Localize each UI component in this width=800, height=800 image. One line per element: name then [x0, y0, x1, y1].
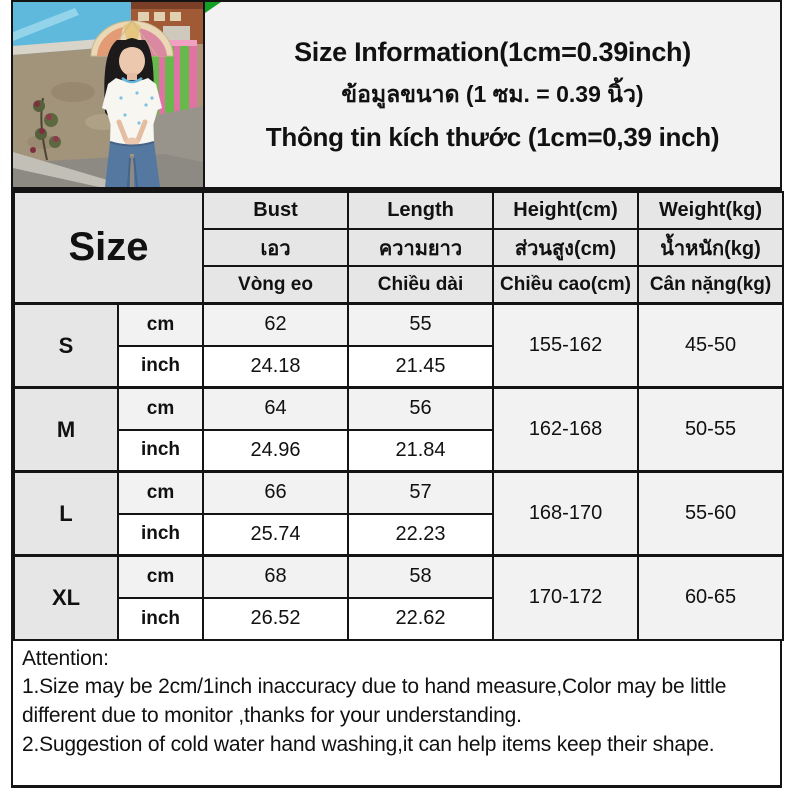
- unit-cm: cm: [116, 302, 205, 347]
- header-height-en: Height(cm): [492, 191, 640, 230]
- m-length-inch: 21.84: [347, 428, 495, 473]
- size-chart-sheet: Size Information(1cm=0.39inch) ข้อมูลขนา…: [11, 0, 785, 788]
- size-label-l: L: [13, 470, 119, 557]
- attention-notes: Attention: 1.Size may be 2cm/1inch inacc…: [13, 640, 780, 785]
- size-label-s: S: [13, 302, 119, 389]
- header-weight-en: Weight(kg): [637, 191, 785, 230]
- xl-height: 170-172: [492, 554, 640, 641]
- s-bust-inch: 24.18: [202, 344, 350, 389]
- xl-bust-cm: 68: [202, 554, 350, 599]
- xl-bust-inch: 26.52: [202, 596, 350, 641]
- attention-note-2: 2.Suggestion of cold water hand washing,…: [22, 732, 715, 756]
- table-row-s-cm: S cm 62 55 155-162 45-50: [13, 302, 785, 389]
- product-model-photo: [13, 2, 205, 187]
- xl-length-cm: 58: [347, 554, 495, 599]
- table-row-xl-cm: XL cm 68 58 170-172 60-65: [13, 554, 785, 641]
- header-length-vi: Chiều dài: [347, 265, 495, 305]
- unit-inch: inch: [116, 512, 205, 557]
- l-height: 168-170: [492, 470, 640, 557]
- header-bust-th: เอว: [202, 228, 350, 267]
- title-thai: ข้อมูลขนาด (1 ซม. = 0.39 นิ้ว): [341, 80, 644, 107]
- header-row-th: เอว ความยาว ส่วนสูง(cm) น้ำหนัก(kg): [14, 228, 785, 267]
- m-bust-cm: 64: [202, 386, 350, 431]
- size-info-title-block: Size Information(1cm=0.39inch) ข้อมูลขนา…: [205, 2, 780, 187]
- unit-cm: cm: [116, 386, 205, 431]
- header-bust-en: Bust: [202, 191, 350, 230]
- size-corner-header: Size: [12, 191, 205, 305]
- table-row-m-inch: inch 24.96 21.84: [14, 428, 783, 473]
- m-height: 162-168: [492, 386, 640, 473]
- s-bust-cm: 62: [202, 302, 350, 347]
- m-length-cm: 56: [347, 386, 495, 431]
- header-weight-vi: Cân nặng(kg): [637, 265, 785, 305]
- s-weight: 45-50: [637, 302, 785, 389]
- s-length-cm: 55: [347, 302, 495, 347]
- unit-inch: inch: [116, 344, 205, 389]
- l-bust-cm: 66: [202, 470, 350, 515]
- size-table: Size Bust Length Height(cm) Weight(kg) เ…: [12, 191, 785, 641]
- size-label-m: M: [13, 386, 119, 473]
- unit-cm: cm: [116, 470, 205, 515]
- l-weight: 55-60: [637, 470, 785, 557]
- title-english: Size Information(1cm=0.39inch): [294, 36, 691, 67]
- unit-cm: cm: [116, 554, 205, 599]
- s-length-inch: 21.45: [347, 344, 495, 389]
- attention-heading: Attention:: [22, 646, 109, 670]
- header-length-en: Length: [347, 191, 495, 230]
- table-row-s-inch: inch 24.18 21.45: [14, 344, 783, 389]
- header-length-th: ความยาว: [347, 228, 495, 267]
- m-weight: 50-55: [637, 386, 785, 473]
- unit-inch: inch: [116, 596, 205, 641]
- header-height-th: ส่วนสูง(cm): [492, 228, 640, 267]
- size-label-xl: XL: [13, 554, 119, 641]
- l-length-inch: 22.23: [347, 512, 495, 557]
- l-bust-inch: 25.74: [202, 512, 350, 557]
- unit-inch: inch: [116, 428, 205, 473]
- header-height-vi: Chiều cao(cm): [492, 265, 640, 305]
- attention-note-1: 1.Size may be 2cm/1inch inaccuracy due t…: [22, 675, 727, 728]
- table-row-l-inch: inch 25.74 22.23: [14, 512, 783, 557]
- header-bust-vi: Vòng eo: [202, 265, 350, 305]
- table-row-xl-inch: inch 26.52 22.62: [14, 596, 783, 641]
- xl-weight: 60-65: [637, 554, 785, 641]
- s-height: 155-162: [492, 302, 640, 389]
- top-row: Size Information(1cm=0.39inch) ข้อมูลขนา…: [13, 2, 780, 191]
- header-weight-th: น้ำหนัก(kg): [637, 228, 785, 267]
- header-row-vi: Vòng eo Chiều dài Chiều cao(cm) Cân nặng…: [14, 265, 785, 305]
- table-row-l-cm: L cm 66 57 168-170 55-60: [13, 470, 785, 557]
- model-photo-illustration: [13, 2, 203, 187]
- xl-length-inch: 22.62: [347, 596, 495, 641]
- green-corner-marker-icon: [205, 2, 221, 13]
- l-length-cm: 57: [347, 470, 495, 515]
- m-bust-inch: 24.96: [202, 428, 350, 473]
- title-vietnamese: Thông tin kích thước (1cm=0,39 inch): [265, 121, 720, 152]
- header-row-en: Size Bust Length Height(cm) Weight(kg): [12, 191, 785, 305]
- table-row-m-cm: M cm 64 56 162-168 50-55: [13, 386, 785, 473]
